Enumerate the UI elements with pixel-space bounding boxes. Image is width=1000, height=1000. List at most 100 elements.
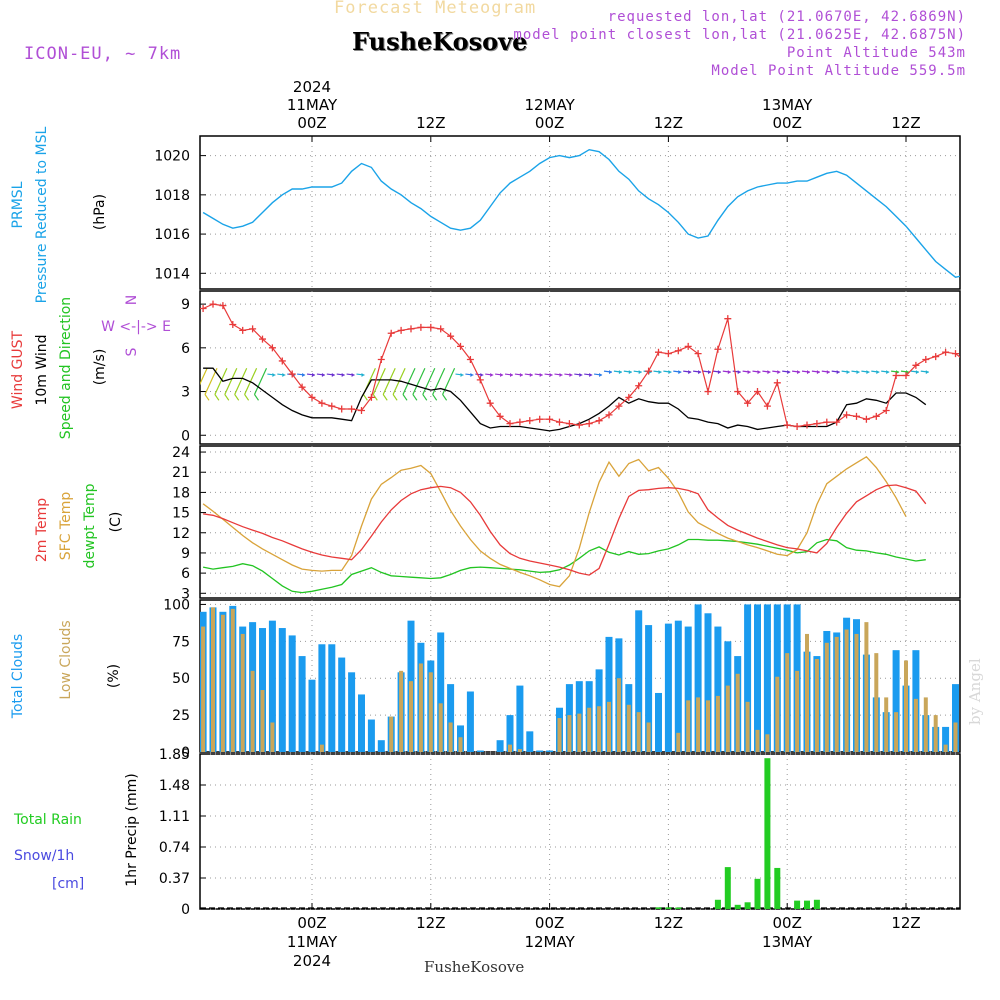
- low-cloud-bar: [963, 694, 967, 752]
- wind-arrow-head: [361, 373, 365, 378]
- low-cloud-bar: [240, 633, 245, 752]
- low-cloud-bar: [448, 722, 453, 752]
- wind-barb: [412, 367, 426, 395]
- total-cloud-bar: [744, 604, 752, 752]
- wind-gust-series-point: [298, 383, 306, 391]
- time-axis-bottom-label: 00Z: [297, 914, 326, 932]
- y-tick-label: 24: [172, 445, 190, 461]
- wind-gust-series-point: [367, 393, 375, 401]
- wind-gust-series-point: [734, 388, 742, 396]
- time-axis-bottom-label: 12Z: [654, 914, 683, 932]
- y-tick-label: 12: [172, 526, 190, 542]
- wind-barb: [214, 394, 220, 401]
- total-cloud-bar: [664, 623, 672, 752]
- wind-gust-series-point: [377, 355, 385, 363]
- low-cloud-bar: [706, 700, 710, 752]
- low-cloud-bar: [785, 653, 790, 752]
- wind-gust-series-point: [457, 342, 464, 350]
- low-cloud-bar: [923, 697, 928, 752]
- wind-gust-series-point: [486, 399, 494, 407]
- wind-gust-series-point: [417, 323, 425, 331]
- low-cloud-bar: [735, 673, 740, 752]
- wind-arrow-head: [896, 370, 900, 375]
- wind-gust-series-point: [843, 411, 851, 419]
- time-axis-bottom-label: 11MAY: [287, 933, 338, 951]
- time-axis-bottom-label: 2024: [293, 952, 331, 970]
- time-axis-top-label: 00Z: [773, 114, 802, 132]
- wind-gust-series-point: [823, 418, 831, 426]
- wind-barb: [195, 394, 199, 400]
- wind-arrow-head: [341, 373, 345, 378]
- time-axis-top-label: 12Z: [416, 114, 445, 132]
- wind-arrow-head: [797, 370, 801, 375]
- total-cloud-bar: [942, 726, 950, 752]
- wind-arrow-head: [579, 373, 583, 378]
- total-cloud-bar: [328, 644, 336, 752]
- wind-arrow-head: [519, 373, 523, 378]
- wind-arrow-head: [638, 370, 642, 375]
- total-cloud-bar: [952, 684, 959, 752]
- wind-arrow-head: [460, 373, 464, 378]
- precip-label-snow: Snow/1h: [14, 848, 74, 864]
- low-cloud-bar: [250, 670, 255, 752]
- wind-gust-series-point: [575, 421, 583, 429]
- wind-arrow-head: [321, 373, 325, 378]
- rain-bar: [754, 878, 761, 909]
- y-tick-label: 9: [181, 546, 190, 562]
- panel-frame: [199, 135, 961, 290]
- wind-barb: [372, 367, 386, 395]
- wind-arrow-head: [747, 370, 751, 375]
- total-cloud-bar: [367, 719, 375, 752]
- wind-direction-arrows: [195, 367, 929, 401]
- low-cloud-bar: [775, 676, 780, 752]
- wind-gust-series-point: [625, 393, 633, 401]
- time-axis-top-label: 13MAY: [762, 96, 813, 114]
- total-cloud-bar: [645, 625, 653, 752]
- low-cloud-bar: [745, 701, 750, 752]
- wind-barb: [382, 367, 396, 395]
- low-cloud-bar: [913, 698, 918, 752]
- wind-arrow-head: [312, 373, 315, 378]
- wind-barb: [442, 394, 448, 401]
- total-cloud-bar: [377, 740, 385, 752]
- time-axis-top-label: 2024: [293, 78, 331, 96]
- wind-gust-series-point: [674, 347, 682, 355]
- wind-arrow-head: [668, 370, 672, 375]
- low-cloud-bar: [894, 712, 899, 752]
- wind-barb: [224, 394, 230, 401]
- prmsl-series: [202, 148, 960, 278]
- temp-label-dewpt: dewpt Temp: [82, 483, 98, 568]
- panel-frame: [199, 445, 961, 599]
- temp-label-2m: 2m Temp: [34, 498, 50, 562]
- wind-barb: [422, 367, 436, 395]
- y-tick-label: 1014: [154, 266, 190, 282]
- low-cloud-bar: [319, 744, 324, 752]
- total-cloud-bar: [763, 604, 771, 752]
- wind-gust-series-point: [704, 388, 712, 396]
- wind-arrow-head: [717, 370, 721, 375]
- low-cloud-bar: [438, 703, 443, 752]
- y-tick-label: 18: [172, 485, 190, 501]
- temp-unit: (C): [108, 512, 124, 533]
- low-cloud-bar: [933, 715, 938, 752]
- total-cloud-bar: [962, 714, 969, 752]
- wind-barb: [204, 394, 210, 401]
- wind-gust-series-point: [536, 415, 544, 423]
- wind-barb: [214, 367, 228, 395]
- wind-gust-series-point: [645, 367, 653, 375]
- wind-gust-series-point: [892, 372, 900, 380]
- low-cloud-bar: [973, 745, 977, 752]
- wind-barb: [234, 367, 248, 395]
- wind-gust-series-point: [476, 376, 484, 384]
- low-cloud-bar: [557, 718, 562, 752]
- low-cloud-bar: [399, 670, 404, 752]
- wind-gust-series-point: [912, 361, 920, 369]
- wind-gust-series-point: [595, 417, 603, 425]
- wind-arrow-head: [282, 373, 286, 378]
- precip-bars: [200, 758, 960, 909]
- low-cloud-bar: [904, 660, 908, 752]
- time-axis-top-label: 11MAY: [287, 96, 338, 114]
- compass-west-east: W <-|-> E: [101, 319, 171, 335]
- wind-gust-series-point: [754, 388, 761, 396]
- temp-label-sfc: SFC Temp: [58, 492, 74, 561]
